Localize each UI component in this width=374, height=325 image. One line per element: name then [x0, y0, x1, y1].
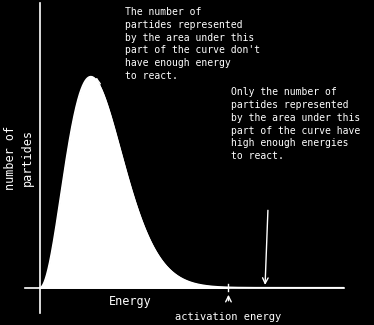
Text: Only the number of
partides represented
by the area under this
part of the curve: Only the number of partides represented … — [232, 87, 361, 161]
Y-axis label: number of
partides: number of partides — [4, 126, 34, 190]
Text: The number of
partides represented
by the area under this
part of the curve don': The number of partides represented by th… — [125, 7, 260, 81]
Text: activation energy: activation energy — [175, 312, 282, 322]
Text: Energy: Energy — [109, 295, 152, 308]
